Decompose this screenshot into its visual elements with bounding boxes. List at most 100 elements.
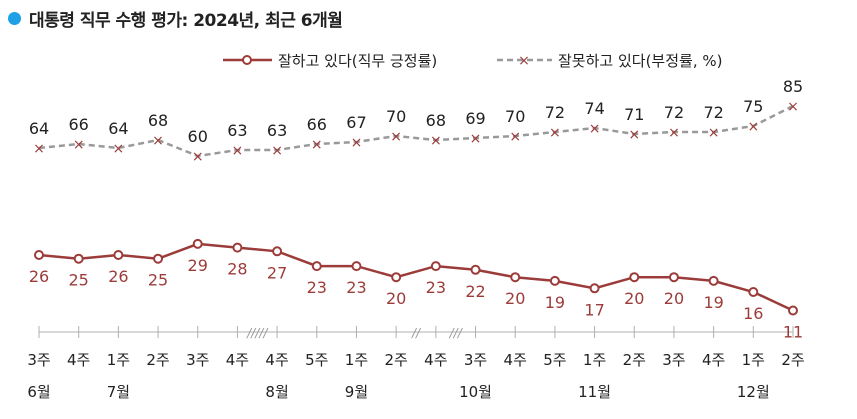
x-week-label: 1주 bbox=[583, 351, 606, 369]
x-week-label: 3주 bbox=[662, 351, 685, 369]
x-week-label: 5주 bbox=[543, 351, 566, 369]
x-month-label: 8월 bbox=[265, 383, 288, 401]
approve-data-label: 25 bbox=[69, 271, 89, 290]
disapprove-point: × bbox=[430, 133, 442, 149]
approve-data-label: 27 bbox=[267, 263, 287, 282]
disapprove-data-label: 72 bbox=[664, 103, 684, 122]
disapprove-data-label: 72 bbox=[703, 103, 723, 122]
disapprove-point: × bbox=[747, 119, 759, 135]
disapprove-data-label: 70 bbox=[505, 107, 525, 126]
disapprove-point: × bbox=[232, 143, 244, 159]
approve-data-label: 17 bbox=[584, 300, 604, 319]
disapprove-data-label: 68 bbox=[426, 111, 446, 130]
approve-point bbox=[192, 238, 203, 249]
disapprove-point: × bbox=[33, 141, 45, 157]
approve-data-label: 25 bbox=[148, 271, 168, 290]
x-week-label: 4주 bbox=[226, 351, 249, 369]
disapprove-point: × bbox=[311, 137, 323, 153]
disapprove-point: × bbox=[589, 121, 601, 137]
x-axis-break-mark: // bbox=[411, 326, 422, 340]
approve-point bbox=[73, 253, 84, 264]
approve-data-label: 20 bbox=[624, 289, 644, 308]
approve-data-label: 20 bbox=[664, 289, 684, 308]
x-week-label: 1주 bbox=[107, 351, 130, 369]
approve-data-label: 22 bbox=[465, 282, 485, 301]
x-week-label: 4주 bbox=[504, 351, 527, 369]
disapprove-data-label: 70 bbox=[386, 107, 406, 126]
approve-point bbox=[232, 242, 243, 253]
approve-point bbox=[430, 261, 441, 272]
approve-point bbox=[788, 305, 798, 316]
approve-point bbox=[549, 275, 560, 286]
approve-data-label: 20 bbox=[505, 289, 525, 308]
disapprove-data-label: 66 bbox=[69, 115, 89, 134]
disapprove-point: × bbox=[549, 125, 561, 141]
x-week-label: 3주 bbox=[27, 351, 50, 369]
approve-point bbox=[708, 275, 719, 286]
x-week-label: 2주 bbox=[781, 351, 804, 369]
x-week-label: 2주 bbox=[384, 351, 407, 369]
disapprove-point: × bbox=[390, 129, 402, 145]
approve-data-label: 19 bbox=[703, 293, 723, 312]
x-week-label: 4주 bbox=[702, 351, 725, 369]
x-week-label: 4주 bbox=[424, 351, 447, 369]
x-week-label: 4주 bbox=[265, 351, 288, 369]
legend-approve-marker bbox=[242, 55, 252, 65]
x-month-label: 10월 bbox=[459, 383, 492, 401]
disapprove-series-line bbox=[38, 104, 794, 158]
approve-point bbox=[668, 272, 679, 283]
disapprove-point: × bbox=[470, 131, 482, 147]
x-month-label: 11월 bbox=[578, 383, 611, 401]
x-week-label: 5주 bbox=[305, 351, 328, 369]
x-month-label: 12월 bbox=[737, 383, 770, 401]
x-week-label: 2주 bbox=[623, 351, 646, 369]
disapprove-data-label: 67 bbox=[346, 113, 366, 132]
approve-point bbox=[34, 250, 44, 260]
approve-data-label: 29 bbox=[188, 256, 208, 275]
x-month-label: 6월 bbox=[27, 383, 50, 401]
disapprove-data-label: 68 bbox=[148, 111, 168, 130]
disapprove-data-label: 60 bbox=[188, 127, 208, 146]
x-axis-break-mark: ///// bbox=[246, 326, 269, 340]
x-week-label: 3주 bbox=[464, 351, 487, 369]
x-week-label: 2주 bbox=[146, 351, 169, 369]
x-month-label: 9월 bbox=[345, 383, 368, 401]
disapprove-data-label: 64 bbox=[108, 119, 128, 138]
disapprove-point: × bbox=[668, 125, 680, 141]
disapprove-point: × bbox=[787, 99, 799, 115]
legend-disapprove-label: 잘못하고 있다(부정률, %) bbox=[558, 52, 722, 70]
approve-series-line bbox=[38, 242, 794, 312]
approve-point bbox=[510, 272, 521, 283]
disapprove-point: × bbox=[509, 129, 521, 145]
chart-title: 대통령 직무 수행 평가: 2024년, 최근 6개월 bbox=[29, 11, 343, 31]
disapprove-data-label: 74 bbox=[584, 99, 604, 118]
approve-point bbox=[391, 272, 402, 283]
disapprove-point: × bbox=[628, 127, 640, 143]
disapprove-data-label: 85 bbox=[783, 77, 803, 96]
approve-data-label: 19 bbox=[545, 293, 565, 312]
approve-data-label: 26 bbox=[108, 267, 128, 286]
disapprove-point: × bbox=[73, 137, 85, 153]
approve-point bbox=[629, 272, 640, 283]
title-row: 대통령 직무 수행 평가: 2024년, 최근 6개월 bbox=[8, 6, 343, 31]
approve-point bbox=[272, 246, 283, 257]
approve-point bbox=[589, 283, 600, 294]
title-bullet-icon bbox=[8, 12, 21, 25]
approve-point bbox=[351, 261, 362, 272]
x-week-label: 1주 bbox=[345, 351, 368, 369]
disapprove-data-label: 69 bbox=[465, 109, 485, 128]
x-month-label: 7월 bbox=[107, 383, 130, 401]
disapprove-data-label: 66 bbox=[307, 115, 327, 134]
disapprove-data-label: 64 bbox=[29, 119, 49, 138]
x-axis-break-mark: /// bbox=[449, 326, 464, 340]
disapprove-data-label: 72 bbox=[545, 103, 565, 122]
approve-data-label: 11 bbox=[783, 323, 803, 342]
disapprove-data-label: 75 bbox=[743, 97, 763, 116]
approve-data-label: 26 bbox=[29, 267, 49, 286]
disapprove-data-label: 63 bbox=[227, 121, 247, 140]
disapprove-point: × bbox=[192, 149, 204, 165]
approve-data-label: 23 bbox=[307, 278, 327, 297]
approve-data-label: 23 bbox=[426, 278, 446, 297]
approve-point bbox=[311, 261, 322, 272]
